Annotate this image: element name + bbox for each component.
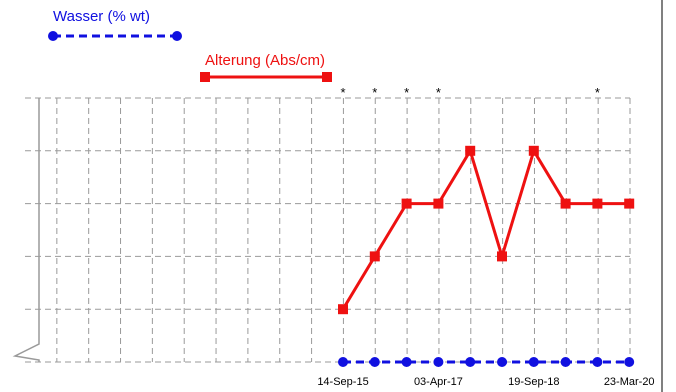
data-point-wasser[interactable]: [528, 357, 539, 367]
data-point-wasser[interactable]: [433, 357, 444, 367]
data-point-wasser[interactable]: [338, 357, 348, 367]
x-tick-labels: 14-Sep-15 03-Apr-17 19-Sep-18 23-Mar-20: [317, 376, 654, 388]
x-tick-label: 23-Mar-20: [604, 376, 655, 388]
series-alterung: [338, 145, 635, 315]
x-tick-label: 19-Sep-18: [508, 376, 559, 388]
y-axis: [12, 98, 40, 362]
data-point-wasser[interactable]: [497, 357, 507, 367]
data-point-wasser[interactable]: [624, 357, 635, 367]
data-point-alterung[interactable]: [528, 145, 539, 156]
x-tick-label: 03-Apr-17: [414, 376, 463, 388]
data-point-alterung[interactable]: [465, 145, 476, 156]
data-point-wasser[interactable]: [369, 357, 380, 367]
data-point-alterung[interactable]: [401, 198, 412, 209]
data-point-wasser[interactable]: [401, 357, 412, 367]
annotation-star: *: [595, 85, 600, 100]
data-point-alterung[interactable]: [369, 251, 380, 262]
series-line-alterung: [341, 147, 630, 310]
grid: [25, 97, 631, 363]
x-tick-label: 14-Sep-15: [317, 376, 368, 388]
annotations: * * * * *: [340, 85, 599, 100]
series-wasser: [338, 357, 635, 367]
legend-marker-wasser-end: [172, 31, 182, 41]
legend-marker-alterung-start: [200, 72, 210, 82]
data-point-alterung[interactable]: [592, 198, 603, 209]
legend-label-wasser: Wasser (% wt): [53, 8, 150, 25]
annotation-star: *: [436, 85, 441, 100]
annotation-star: *: [340, 85, 345, 100]
legend-label-alterung: Alterung (Abs/cm): [205, 52, 325, 69]
legend-wasser[interactable]: Wasser (% wt): [48, 8, 182, 41]
legend-alterung[interactable]: Alterung (Abs/cm): [200, 52, 332, 82]
data-point-alterung[interactable]: [624, 198, 635, 209]
data-point-wasser[interactable]: [592, 357, 603, 367]
data-point-alterung[interactable]: [497, 251, 507, 262]
legend-marker-wasser-start: [48, 31, 58, 41]
annotation-star: *: [404, 85, 409, 100]
data-point-alterung[interactable]: [338, 304, 348, 315]
data-point-wasser[interactable]: [465, 357, 476, 367]
legend-marker-alterung-end: [322, 72, 332, 82]
y-axis-line: [12, 98, 40, 362]
data-point-wasser[interactable]: [560, 357, 571, 367]
annotation-star: *: [372, 85, 377, 100]
data-point-alterung[interactable]: [560, 198, 571, 209]
data-point-alterung[interactable]: [433, 198, 444, 209]
